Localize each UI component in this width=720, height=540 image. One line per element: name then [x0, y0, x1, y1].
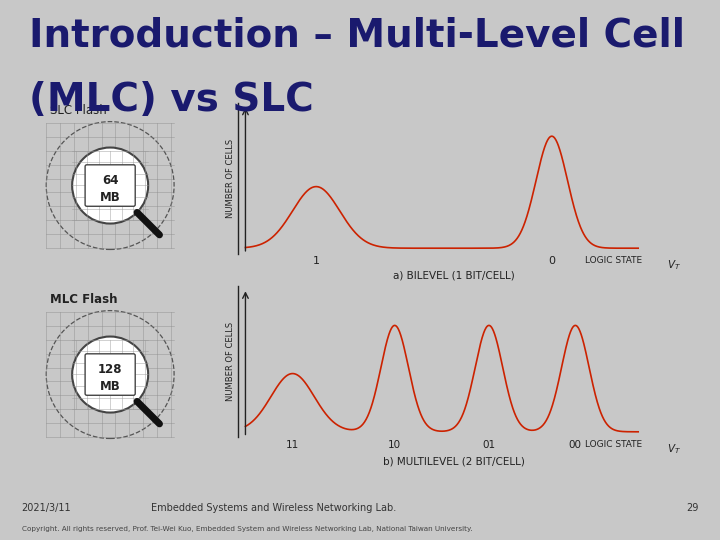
- FancyBboxPatch shape: [85, 354, 135, 395]
- Text: $V_T$: $V_T$: [667, 258, 680, 272]
- Text: MB: MB: [100, 191, 120, 204]
- Text: b) MULTILEVEL (2 BIT/CELL): b) MULTILEVEL (2 BIT/CELL): [382, 456, 525, 467]
- FancyBboxPatch shape: [85, 165, 135, 206]
- Text: a) BILEVEL (1 BIT/CELL): a) BILEVEL (1 BIT/CELL): [392, 270, 515, 280]
- Text: Copyright. All rights reserved, Prof. Tei-Wei Kuo, Embedded System and Wireless : Copyright. All rights reserved, Prof. Te…: [22, 526, 472, 532]
- Text: 64: 64: [102, 174, 118, 187]
- Y-axis label: NUMBER OF CELLS: NUMBER OF CELLS: [226, 322, 235, 401]
- Text: MB: MB: [100, 380, 120, 393]
- Text: (MLC) vs SLC: (MLC) vs SLC: [29, 81, 313, 119]
- Text: Embedded Systems and Wireless Networking Lab.: Embedded Systems and Wireless Networking…: [151, 503, 396, 514]
- Text: 29: 29: [686, 503, 698, 514]
- Circle shape: [72, 336, 148, 413]
- Text: 01: 01: [482, 440, 495, 450]
- Text: LOGIC STATE: LOGIC STATE: [585, 440, 642, 449]
- Text: 1: 1: [312, 256, 320, 266]
- Text: $V_T$: $V_T$: [667, 442, 680, 456]
- Text: MLC Flash: MLC Flash: [50, 293, 117, 306]
- Y-axis label: NUMBER OF CELLS: NUMBER OF CELLS: [226, 139, 235, 218]
- Text: Introduction – Multi-Level Cell: Introduction – Multi-Level Cell: [29, 16, 685, 54]
- Text: 128: 128: [98, 363, 122, 376]
- Text: 10: 10: [388, 440, 401, 450]
- Text: 11: 11: [286, 440, 300, 450]
- Text: 00: 00: [569, 440, 582, 450]
- Circle shape: [72, 147, 148, 224]
- Text: 0: 0: [549, 256, 555, 266]
- Text: 2021/3/11: 2021/3/11: [22, 503, 71, 514]
- Text: SLC Flash: SLC Flash: [50, 104, 107, 117]
- Text: LOGIC STATE: LOGIC STATE: [585, 256, 642, 265]
